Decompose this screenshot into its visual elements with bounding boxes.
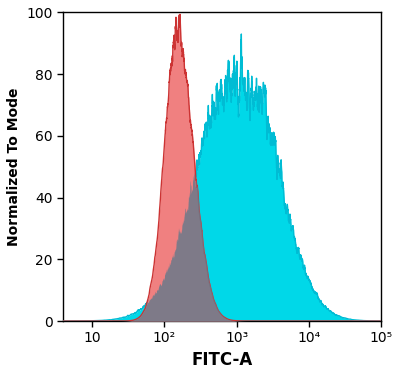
Y-axis label: Normalized To Mode: Normalized To Mode	[7, 88, 21, 246]
X-axis label: FITC-A: FITC-A	[192, 351, 253, 369]
